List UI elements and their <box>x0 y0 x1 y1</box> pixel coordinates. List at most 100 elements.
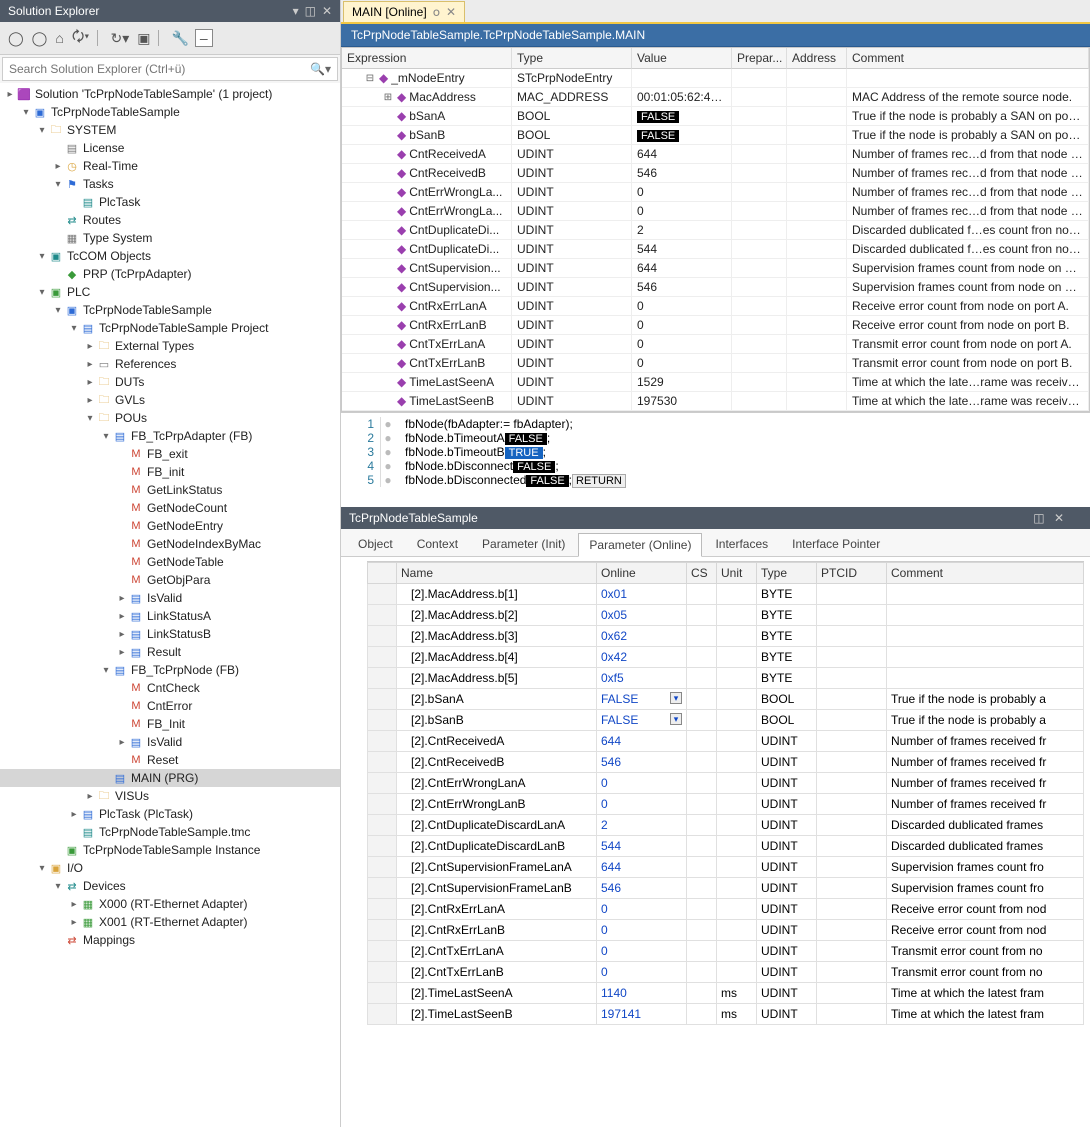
search-input[interactable] <box>3 58 304 80</box>
param-row[interactable]: [2].TimeLastSeenB197141msUDINTTime at wh… <box>367 1004 1084 1025</box>
tree-item[interactable]: ▸▤IsValid <box>0 589 340 607</box>
watch-row[interactable]: ◆ CntReceivedAUDINT644Number of frames r… <box>342 145 1089 164</box>
close-icon[interactable]: ✕ <box>322 4 332 18</box>
pin-icon[interactable]: ◫ <box>1033 511 1044 525</box>
home-icon[interactable]: ⌂ <box>53 29 65 47</box>
param-row[interactable]: [2].CntErrWrongLanB0UDINTNumber of frame… <box>367 794 1084 815</box>
tree-item[interactable]: ▸🗀External Types <box>0 337 340 355</box>
param-row[interactable]: [2].CntSupervisionFrameLanA644UDINTSuper… <box>367 857 1084 878</box>
column-header[interactable]: Address <box>787 48 847 69</box>
tree-item[interactable]: ▣TcPrpNodeTableSample Instance <box>0 841 340 859</box>
watch-row[interactable]: ◆ CntRxErrLanBUDINT0Receive error count … <box>342 316 1089 335</box>
tree-item[interactable]: ▾▤FB_TcPrpAdapter (FB) <box>0 427 340 445</box>
show-all-icon[interactable]: ▣ <box>135 29 152 48</box>
tree-item[interactable]: ▸▦X000 (RT-Ethernet Adapter) <box>0 895 340 913</box>
close-icon[interactable]: ✕ <box>446 5 456 19</box>
properties-icon[interactable]: – <box>195 29 213 47</box>
param-row[interactable]: [2].MacAddress.b[4]0x42BYTE <box>367 647 1084 668</box>
tree-item[interactable]: MGetNodeCount <box>0 499 340 517</box>
tree-item[interactable]: MReset <box>0 751 340 769</box>
tree-item[interactable]: ▾⇄Devices <box>0 877 340 895</box>
tab-main-online[interactable]: MAIN [Online] 𝗈 ✕ <box>343 1 465 22</box>
watch-row[interactable]: ◆ bSanABOOLFALSETrue if the node is prob… <box>342 107 1089 126</box>
tree-item[interactable]: ▾▣TcCOM Objects <box>0 247 340 265</box>
param-row[interactable]: [2].CntSupervisionFrameLanB546UDINTSuper… <box>367 878 1084 899</box>
column-header[interactable]: Unit <box>717 562 757 584</box>
param-row[interactable]: [2].MacAddress.b[1]0x01BYTE <box>367 584 1084 605</box>
pin-icon[interactable]: ◫ <box>305 4 316 18</box>
tree-item[interactable]: MFB_exit <box>0 445 340 463</box>
watch-row[interactable]: ◆ CntTxErrLanBUDINT0Transmit error count… <box>342 354 1089 373</box>
forward-icon[interactable]: ◯ <box>30 29 50 48</box>
column-header[interactable]: Comment <box>887 562 1084 584</box>
tree-item[interactable]: ▾▣TcPrpNodeTableSample <box>0 301 340 319</box>
tree-item[interactable]: ◆PRP (TcPrpAdapter) <box>0 265 340 283</box>
tree-item[interactable]: ▾▣TcPrpNodeTableSample <box>0 103 340 121</box>
param-row[interactable]: [2].CntRxErrLanA0UDINTReceive error coun… <box>367 899 1084 920</box>
tree-item[interactable]: ▸▦X001 (RT-Ethernet Adapter) <box>0 913 340 931</box>
tree-item[interactable]: ▸🗀VISUs <box>0 787 340 805</box>
column-header[interactable]: Value <box>632 48 732 69</box>
tree-item[interactable]: MGetNodeEntry <box>0 517 340 535</box>
column-header[interactable] <box>367 562 397 584</box>
tree-item[interactable]: MCntError <box>0 697 340 715</box>
tree-item[interactable]: MCntCheck <box>0 679 340 697</box>
param-row[interactable]: [2].CntTxErrLanA0UDINTTransmit error cou… <box>367 941 1084 962</box>
wrench-icon[interactable]: 🔧 <box>169 29 190 48</box>
tree-item[interactable]: ⇄Mappings <box>0 931 340 949</box>
watch-row[interactable]: ◆ CntSupervision...UDINT546Supervision f… <box>342 278 1089 297</box>
tree-item[interactable]: ▸◷Real-Time <box>0 157 340 175</box>
watch-row[interactable]: ◆ bSanBBOOLFALSETrue if the node is prob… <box>342 126 1089 145</box>
search-icon[interactable]: 🔍▾ <box>304 60 337 78</box>
tree-item[interactable]: MGetLinkStatus <box>0 481 340 499</box>
param-row[interactable]: [2].MacAddress.b[5]0xf5BYTE <box>367 668 1084 689</box>
param-row[interactable]: [2].TimeLastSeenA1140msUDINTTime at whic… <box>367 983 1084 1004</box>
column-header[interactable]: CS <box>687 562 717 584</box>
watch-row[interactable]: ◆ CntTxErrLanAUDINT0Transmit error count… <box>342 335 1089 354</box>
param-row[interactable]: [2].CntDuplicateDiscardLanB544UDINTDisca… <box>367 836 1084 857</box>
column-header[interactable]: Type <box>757 562 817 584</box>
tree-item[interactable]: MGetNodeTable <box>0 553 340 571</box>
column-header[interactable]: Comment <box>847 48 1089 69</box>
close-icon[interactable]: ✕ <box>1054 511 1064 525</box>
column-header[interactable]: Expression <box>342 48 512 69</box>
tree-item[interactable]: ▸🗀DUTs <box>0 373 340 391</box>
watch-row[interactable]: ◆ CntDuplicateDi...UDINT544Discarded dub… <box>342 240 1089 259</box>
tree-item[interactable]: ▸🗀GVLs <box>0 391 340 409</box>
tree-item[interactable]: ▦Type System <box>0 229 340 247</box>
param-row[interactable]: [2].CntRxErrLanB0UDINTReceive error coun… <box>367 920 1084 941</box>
param-row[interactable]: [2].bSanAFALSE▾BOOLTrue if the node is p… <box>367 689 1084 710</box>
sync-icon[interactable]: 🗘▾ <box>70 25 92 51</box>
solution-tree[interactable]: ▸🟪Solution 'TcPrpNodeTableSample' (1 pro… <box>0 83 340 1127</box>
column-header[interactable]: Name <box>397 562 597 584</box>
watch-row[interactable]: ⊞◆ MacAddressMAC_ADDRESS00:01:05:62:42:f… <box>342 88 1089 107</box>
tree-item[interactable]: ▤MAIN (PRG) <box>0 769 340 787</box>
column-header[interactable]: Prepar... <box>732 48 787 69</box>
param-row[interactable]: [2].CntErrWrongLanA0UDINTNumber of frame… <box>367 773 1084 794</box>
tree-item[interactable]: ▾▤FB_TcPrpNode (FB) <box>0 661 340 679</box>
param-row[interactable]: [2].MacAddress.b[2]0x05BYTE <box>367 605 1084 626</box>
tree-item[interactable]: ▾🗀POUs <box>0 409 340 427</box>
watch-row[interactable]: ⊟◆ _mNodeEntrySTcPrpNodeEntry <box>342 69 1089 88</box>
subtab[interactable]: Interface Pointer <box>781 532 891 556</box>
subtab[interactable]: Parameter (Init) <box>471 532 576 556</box>
watch-row[interactable]: ◆ TimeLastSeenAUDINT1529Time at which th… <box>342 373 1089 392</box>
tree-item[interactable]: ▾⚑Tasks <box>0 175 340 193</box>
tree-item[interactable]: ▤TcPrpNodeTableSample.tmc <box>0 823 340 841</box>
pin-icon[interactable]: 𝗈 <box>433 5 440 19</box>
subtab[interactable]: Object <box>347 532 404 556</box>
tree-item[interactable]: MFB_init <box>0 463 340 481</box>
tree-item[interactable]: ▤PlcTask <box>0 193 340 211</box>
tree-item[interactable]: MGetObjPara <box>0 571 340 589</box>
param-row[interactable]: [2].CntReceivedA644UDINTNumber of frames… <box>367 731 1084 752</box>
tree-item[interactable]: ▾🗀SYSTEM <box>0 121 340 139</box>
tree-item[interactable]: ▤License <box>0 139 340 157</box>
column-header[interactable]: Type <box>512 48 632 69</box>
tree-item[interactable]: MGetNodeIndexByMac <box>0 535 340 553</box>
tree-item[interactable]: ▾▣PLC <box>0 283 340 301</box>
watch-row[interactable]: ◆ CntDuplicateDi...UDINT2Discarded dubli… <box>342 221 1089 240</box>
back-icon[interactable]: ◯ <box>6 29 26 48</box>
watch-row[interactable]: ◆ CntErrWrongLa...UDINT0Number of frames… <box>342 202 1089 221</box>
tree-item[interactable]: ▾▤TcPrpNodeTableSample Project <box>0 319 340 337</box>
tree-item[interactable]: ▸▤LinkStatusB <box>0 625 340 643</box>
